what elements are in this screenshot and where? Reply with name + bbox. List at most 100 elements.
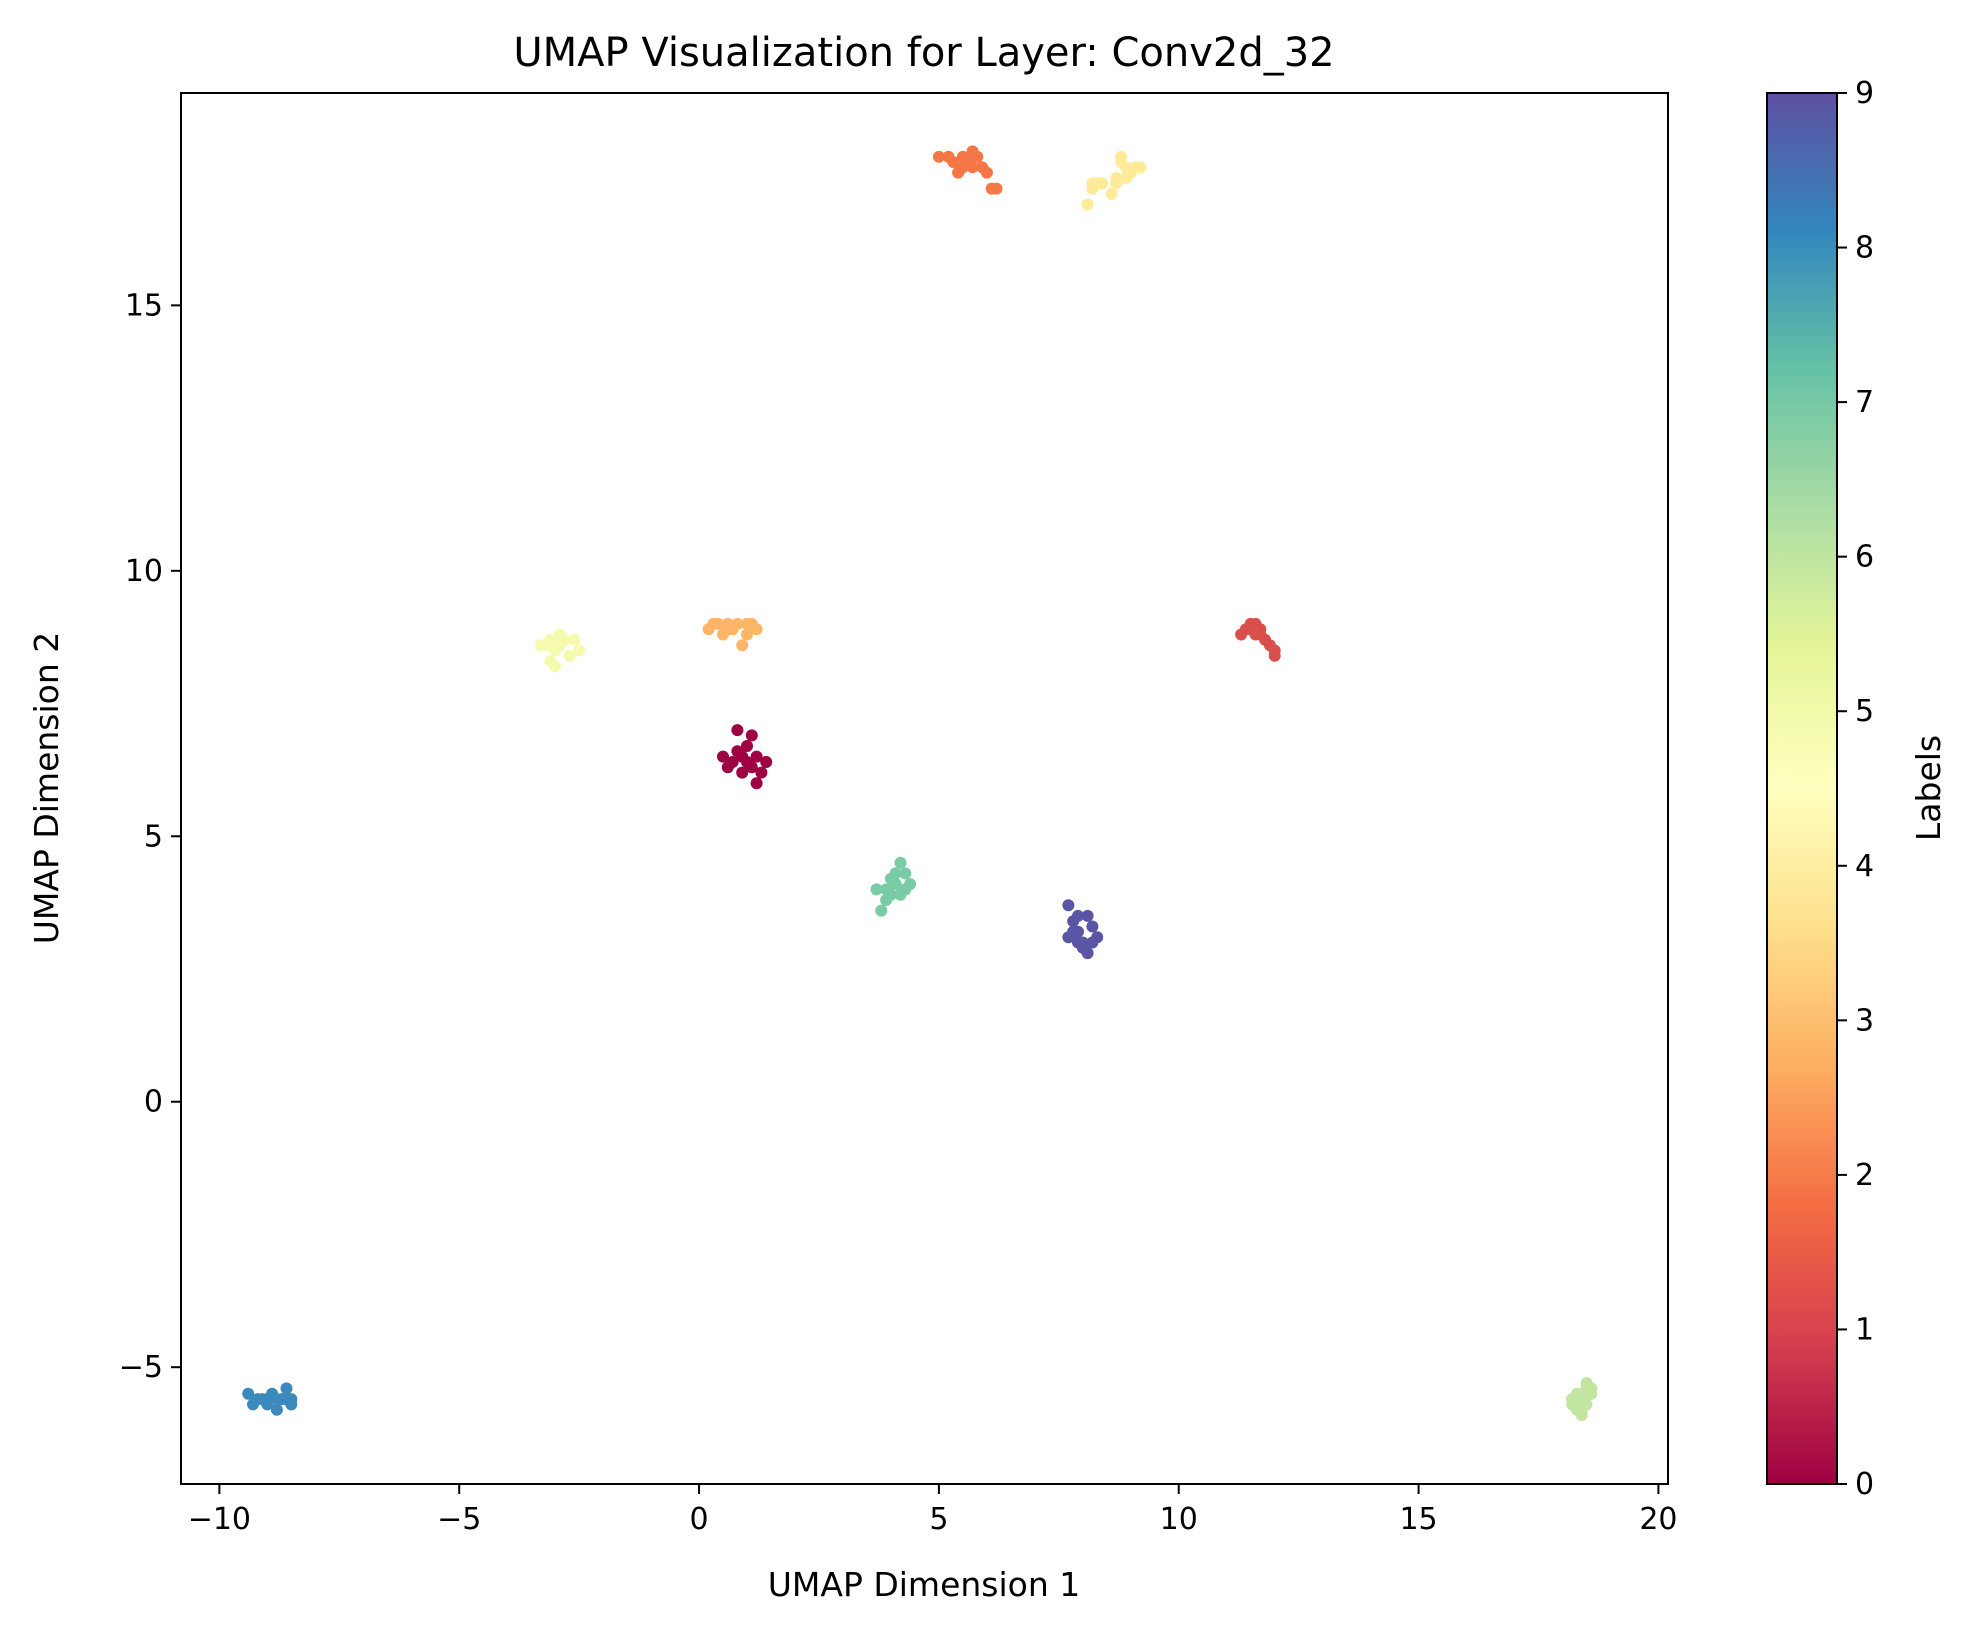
point-label-8-8 <box>247 1398 259 1411</box>
point-label-9-0 <box>1062 899 1075 912</box>
point-label-2-10 <box>985 182 998 195</box>
point-label-5-4 <box>568 633 581 646</box>
point-label-2-9 <box>976 161 989 174</box>
point-label-7-10 <box>894 888 907 901</box>
point-label-0-12 <box>741 756 753 768</box>
point-label-1-8 <box>1244 617 1257 630</box>
point-label-7-12 <box>884 872 897 885</box>
point-label-5-6 <box>549 660 562 673</box>
point-label-3-9 <box>707 617 720 630</box>
colorbar-tick-label: 3 <box>1855 1003 1874 1038</box>
point-label-0-6 <box>760 756 773 768</box>
y-axis-label: UMAP Dimension 2 <box>27 632 66 945</box>
point-label-6-11 <box>1575 1403 1588 1416</box>
colorbar-tick-label: 7 <box>1855 385 1874 420</box>
point-label-4-10 <box>1120 171 1132 184</box>
x-tick-label: −10 <box>188 1502 251 1537</box>
point-label-6-10 <box>1580 1377 1593 1390</box>
point-label-0-4 <box>731 724 744 737</box>
point-label-4-12 <box>1115 156 1128 168</box>
colorbar-tick-label: 6 <box>1855 540 1874 575</box>
point-label-4-0 <box>1081 198 1094 211</box>
point-label-3-10 <box>745 617 758 630</box>
point-label-4-14 <box>1091 177 1104 190</box>
point-label-0-11 <box>750 750 763 763</box>
colorbar: 0 1 2 3 4 5 6 7 8 9 Labels <box>1766 76 1948 1502</box>
point-label-0-3 <box>750 777 763 790</box>
point-label-0-10 <box>736 766 749 779</box>
colorbar-label: Labels <box>1909 735 1948 841</box>
point-label-2-0 <box>932 150 945 163</box>
point-label-7-7 <box>875 904 888 917</box>
point-label-1-11 <box>1249 628 1262 641</box>
point-label-4-8 <box>1105 187 1118 200</box>
point-label-1-6 <box>1259 633 1272 646</box>
y-axis: −5 0 5 10 15 <box>119 288 181 1385</box>
y-tick-label: 5 <box>144 819 163 854</box>
point-label-8-13 <box>261 1393 274 1406</box>
x-tick-label: 5 <box>929 1502 948 1537</box>
point-label-0-7 <box>721 761 734 774</box>
point-label-4-11 <box>1110 177 1123 190</box>
point-label-2-11 <box>942 150 955 163</box>
colorbar-tick-label: 5 <box>1855 694 1874 729</box>
point-label-5-11 <box>553 639 566 652</box>
point-label-3-11 <box>721 617 734 630</box>
point-label-3-6 <box>717 628 729 641</box>
point-label-5-5 <box>553 628 566 641</box>
point-label-2-13 <box>966 145 979 158</box>
point-label-8-0 <box>242 1387 255 1400</box>
point-label-7-0 <box>870 883 883 896</box>
point-label-8-7 <box>270 1403 283 1416</box>
scatter-points <box>242 145 1598 1421</box>
point-label-9-9 <box>1081 909 1094 922</box>
x-axis-label: UMAP Dimension 1 <box>768 1565 1081 1604</box>
point-label-5-7 <box>573 644 586 657</box>
colorbar-tick-label: 8 <box>1855 231 1874 266</box>
point-label-8-12 <box>285 1393 298 1406</box>
y-tick-label: 0 <box>144 1085 163 1120</box>
colorbar-gradient <box>1766 92 1838 1485</box>
point-label-3-12 <box>741 628 753 641</box>
point-label-7-3 <box>899 867 912 880</box>
point-label-6-9 <box>1570 1387 1583 1400</box>
x-tick-label: −5 <box>437 1502 481 1537</box>
y-tick-label: 15 <box>125 288 163 323</box>
point-label-2-7 <box>952 166 965 179</box>
point-label-0-8 <box>745 729 758 742</box>
point-label-0-5 <box>741 740 753 752</box>
x-axis: −10 −5 0 5 10 15 20 <box>188 1484 1678 1537</box>
colorbar-tick-label: 9 <box>1855 76 1874 111</box>
point-label-5-10 <box>544 633 557 646</box>
point-label-8-5 <box>280 1382 293 1395</box>
point-label-0-13 <box>755 766 768 779</box>
x-tick-label: 15 <box>1399 1502 1437 1537</box>
point-label-9-10 <box>1067 925 1080 938</box>
x-tick-label: 0 <box>690 1502 709 1537</box>
point-label-1-9 <box>1268 644 1281 657</box>
colorbar-tick-label: 0 <box>1855 1467 1874 1502</box>
plot-area-frame <box>180 92 1669 1485</box>
colorbar-tick-label: 1 <box>1855 1312 1874 1347</box>
y-tick-label: −5 <box>119 1350 163 1385</box>
point-label-9-8 <box>1072 909 1084 922</box>
point-label-4-13 <box>1134 161 1147 174</box>
point-label-0-14 <box>731 745 744 758</box>
colorbar-ticks: 0 1 2 3 4 5 6 7 8 9 <box>1837 76 1874 1502</box>
point-label-9-13 <box>1072 936 1084 949</box>
point-label-8-11 <box>270 1393 283 1406</box>
point-label-5-8 <box>534 639 547 652</box>
point-label-5-9 <box>563 649 576 662</box>
point-label-7-4 <box>894 856 907 869</box>
point-label-9-12 <box>1086 936 1099 949</box>
x-tick-label: 20 <box>1639 1502 1677 1537</box>
point-label-0-9 <box>717 750 729 763</box>
point-label-2-12 <box>956 150 969 163</box>
point-label-9-5 <box>1086 920 1099 933</box>
point-label-3-7 <box>736 639 749 652</box>
x-tick-label: 10 <box>1160 1502 1198 1537</box>
colorbar-tick-label: 2 <box>1855 1158 1874 1193</box>
chart-title: UMAP Visualization for Layer: Conv2d_32 <box>513 30 1334 76</box>
y-tick-label: 10 <box>125 554 163 589</box>
